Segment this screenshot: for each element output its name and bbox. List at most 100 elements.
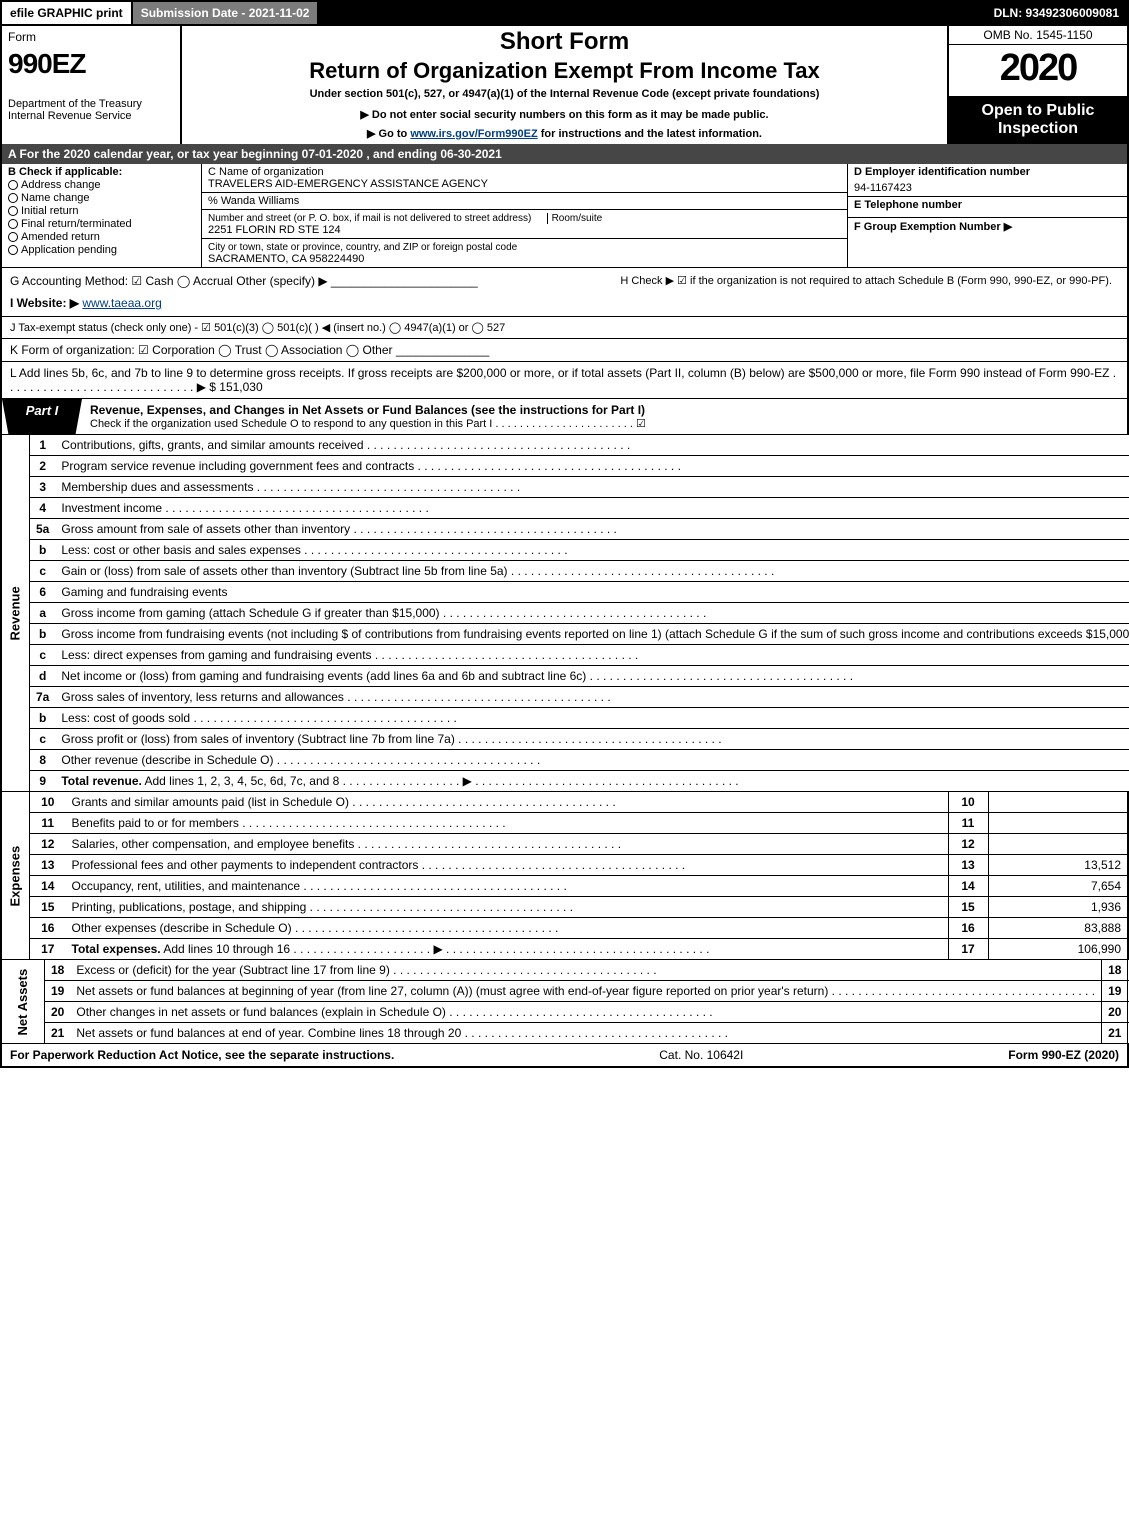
line-total-number: 15 [948, 897, 988, 918]
under-section: Under section 501(c), 527, or 4947(a)(1)… [190, 88, 939, 100]
room-label: Room/suite [547, 213, 603, 224]
tax-exempt-status: J Tax-exempt status (check only one) - ☑… [0, 317, 1129, 339]
line-description: Gross income from fundraising events (no… [55, 624, 1129, 645]
section-a-calendar-year: A For the 2020 calendar year, or tax yea… [0, 144, 1129, 164]
line-total-value: 13,512 [988, 855, 1128, 876]
check-amended-return[interactable]: Amended return [8, 231, 195, 243]
line-number: a [30, 603, 56, 624]
line-description: Printing, publications, postage, and shi… [66, 897, 949, 918]
line-description: Excess or (deficit) for the year (Subtra… [70, 960, 1101, 981]
c-name-label: C Name of organization [208, 166, 324, 178]
table-row: 16Other expenses (describe in Schedule O… [1, 918, 1128, 939]
part1-subtitle: Check if the organization used Schedule … [90, 417, 1119, 430]
ein-value: 94-1167423 [848, 180, 1127, 196]
table-row: aGross income from gaming (attach Schedu… [1, 603, 1129, 624]
table-row: 7aGross sales of inventory, less returns… [1, 687, 1129, 708]
table-row: bGross income from fundraising events (n… [1, 624, 1129, 645]
table-row: 20Other changes in net assets or fund ba… [1, 1002, 1129, 1023]
table-row: 2Program service revenue including gover… [1, 456, 1129, 477]
care-of: % Wanda Williams [202, 193, 847, 209]
line-number: 18 [45, 960, 71, 981]
part1-tab: Part I [2, 399, 82, 434]
line-number: 13 [30, 855, 66, 876]
line-description: Other expenses (describe in Schedule O) [66, 918, 949, 939]
table-row: dNet income or (loss) from gaming and fu… [1, 666, 1129, 687]
street-address: 2251 FLORIN RD STE 124 [208, 224, 341, 236]
line-description: Less: cost of goods sold [55, 708, 1129, 729]
dept-label: Department of the Treasury [8, 98, 174, 110]
line-description: Less: direct expenses from gaming and fu… [55, 645, 1129, 666]
check-name-change[interactable]: Name change [8, 192, 195, 204]
line-description: Total expenses. Add lines 10 through 16 … [66, 939, 949, 960]
line-description: Less: cost or other basis and sales expe… [55, 540, 1129, 561]
revenue-table: Revenue1Contributions, gifts, grants, an… [0, 435, 1129, 792]
table-row: 8Other revenue (describe in Schedule O)8… [1, 750, 1129, 771]
ein-label: D Employer identification number [848, 164, 1127, 180]
table-row: cGross profit or (loss) from sales of in… [1, 729, 1129, 750]
line-total-number: 10 [948, 792, 988, 813]
website-link[interactable]: www.taeaa.org [82, 296, 161, 310]
line-number: c [30, 729, 56, 750]
table-row: cGain or (loss) from sale of assets othe… [1, 561, 1129, 582]
line-total-number: 19 [1102, 981, 1128, 1002]
footer-left: For Paperwork Reduction Act Notice, see … [10, 1048, 394, 1062]
col-b-title: B Check if applicable: [8, 166, 195, 178]
line-description: Membership dues and assessments [55, 477, 1129, 498]
line-description: Net assets or fund balances at beginning… [70, 981, 1101, 1002]
line-description: Salaries, other compensation, and employ… [66, 834, 949, 855]
line-description: Investment income [55, 498, 1129, 519]
gross-receipts-instruction: L Add lines 5b, 6c, and 7b to line 9 to … [0, 362, 1129, 399]
irs-label: Internal Revenue Service [8, 110, 174, 122]
table-row: 14Occupancy, rent, utilities, and mainte… [1, 876, 1128, 897]
table-row: 15Printing, publications, postage, and s… [1, 897, 1128, 918]
do-not-enter: ▶ Do not enter social security numbers o… [190, 108, 939, 121]
line-total-number: 14 [948, 876, 988, 897]
line-description: Program service revenue including govern… [55, 456, 1129, 477]
line-description: Net income or (loss) from gaming and fun… [55, 666, 1129, 687]
line-description: Gross profit or (loss) from sales of inv… [55, 729, 1129, 750]
line-total-value: 7,654 [988, 876, 1128, 897]
line-total-number: 20 [1102, 1002, 1128, 1023]
line-number: 11 [30, 813, 66, 834]
table-row: 12Salaries, other compensation, and empl… [1, 834, 1128, 855]
efile-print-label[interactable]: efile GRAPHIC print [2, 2, 133, 24]
check-application-pending[interactable]: Application pending [8, 244, 195, 256]
line-total-number: 12 [948, 834, 988, 855]
check-address-change[interactable]: Address change [8, 179, 195, 191]
tax-year: 2020 [949, 45, 1127, 96]
line-description: Contributions, gifts, grants, and simila… [55, 435, 1129, 456]
line-number: 20 [45, 1002, 71, 1023]
col-c-org-info: C Name of organization TRAVELERS AID-EME… [202, 164, 847, 267]
line-description: Benefits paid to or for members [66, 813, 949, 834]
col-d-ein-tel: D Employer identification number 94-1167… [847, 164, 1127, 267]
table-row: 5aGross amount from sale of assets other… [1, 519, 1129, 540]
table-row: bLess: cost of goods sold7b0 [1, 708, 1129, 729]
line-number: 1 [30, 435, 56, 456]
line-number: 14 [30, 876, 66, 897]
goto-link[interactable]: www.irs.gov/Form990EZ [410, 128, 537, 140]
table-row: Expenses10Grants and similar amounts pai… [1, 792, 1128, 813]
group-exemption-label: F Group Exemption Number ▶ [848, 217, 1127, 235]
accounting-method: G Accounting Method: ☑ Cash ◯ Accrual Ot… [10, 274, 608, 310]
line-total-number: 21 [1102, 1023, 1128, 1044]
line-total-value [988, 792, 1128, 813]
line-number: 7a [30, 687, 56, 708]
line-total-value: 106,990 [988, 939, 1128, 960]
schedule-b-check: H Check ▶ ☑ if the organization is not r… [620, 274, 1119, 310]
table-row: 4Investment income41 [1, 498, 1129, 519]
check-final-return[interactable]: Final return/terminated [8, 218, 195, 230]
line-description: Gross sales of inventory, less returns a… [55, 687, 1129, 708]
line-description: Gross income from gaming (attach Schedul… [55, 603, 1129, 624]
expenses-table: Expenses10Grants and similar amounts pai… [0, 792, 1129, 960]
line-number: 2 [30, 456, 56, 477]
line-number: 8 [30, 750, 56, 771]
table-row: 13Professional fees and other payments t… [1, 855, 1128, 876]
section-side-label: Revenue [1, 435, 30, 792]
goto-pre: ▶ Go to [367, 128, 410, 140]
tel-label: E Telephone number [848, 196, 1127, 213]
net-assets-table: Net Assets18Excess or (deficit) for the … [0, 960, 1129, 1044]
table-row: 3Membership dues and assessments3 [1, 477, 1129, 498]
header-left: Form 990EZ Department of the Treasury In… [2, 26, 182, 144]
table-row: cLess: direct expenses from gaming and f… [1, 645, 1129, 666]
check-initial-return[interactable]: Initial return [8, 205, 195, 217]
